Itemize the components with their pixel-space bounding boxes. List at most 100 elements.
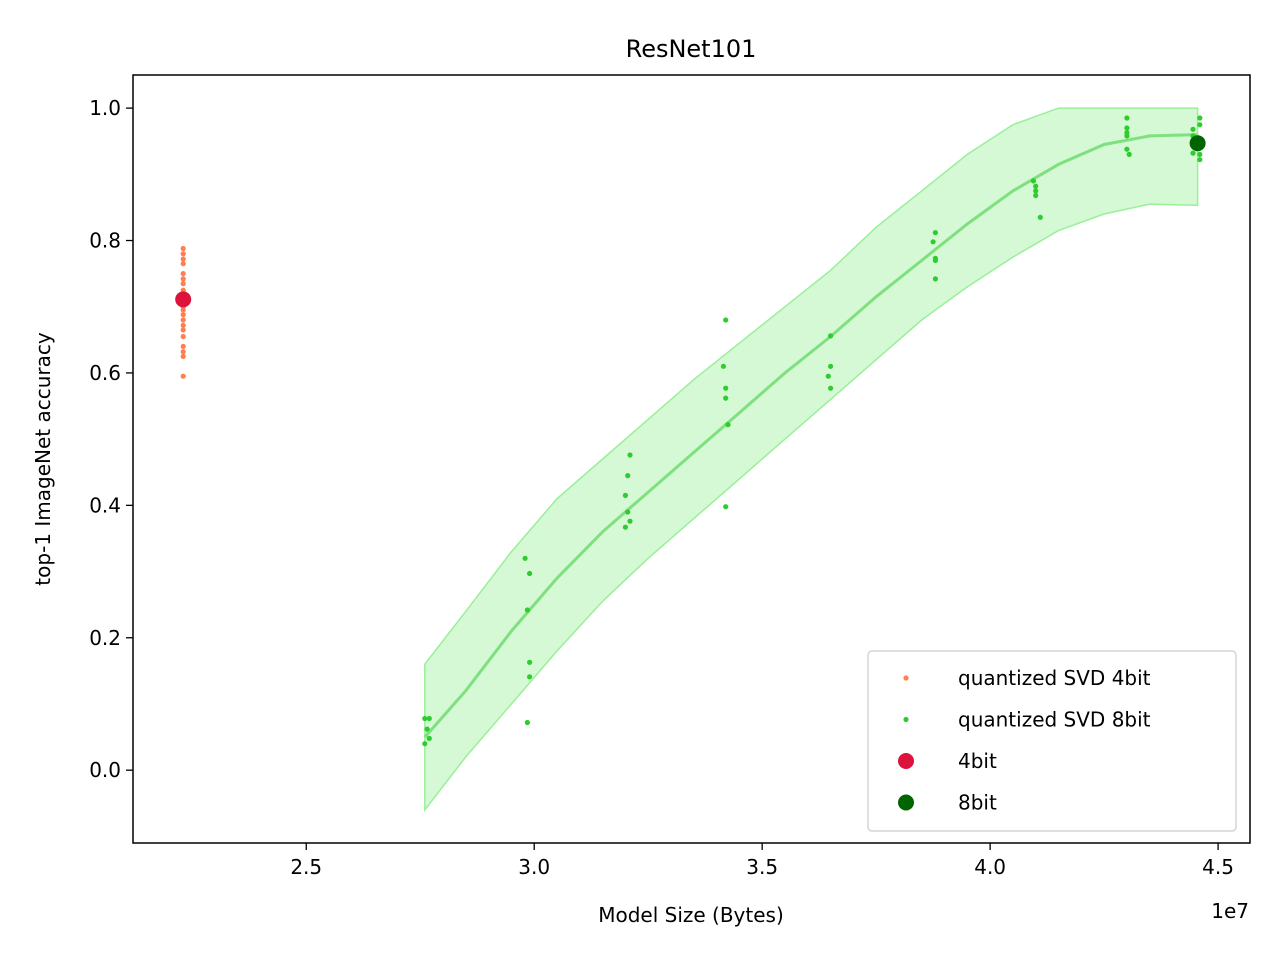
point-8bit-0	[1189, 135, 1206, 152]
legend: quantized SVD 4bit quantized SVD 8bit 4bit…	[867, 650, 1237, 832]
point-quantized-svd-8bit-42	[1126, 151, 1132, 157]
point-quantized-svd-8bit-22	[723, 504, 729, 510]
point-quantized-svd-8bit-24	[828, 363, 834, 369]
point-quantized-svd-8bit-9	[527, 674, 533, 680]
point-quantized-svd-8bit-26	[828, 385, 834, 391]
y-tick-label: 0.2	[89, 626, 121, 650]
x-axis-label: Model Size (Bytes)	[598, 903, 784, 927]
x-axis-ticks: 2.5 3.0 3.5 4.0 4.5	[290, 843, 1234, 879]
point-quantized-svd-8bit-13	[625, 509, 631, 515]
legend-marker-quantized-svd-8bit	[903, 716, 909, 723]
point-quantized-svd-4bit-19	[180, 251, 186, 257]
x-tick-label: 4.5	[1202, 855, 1234, 879]
point-quantized-svd-8bit-16	[627, 452, 633, 458]
point-quantized-svd-4bit-0	[180, 373, 186, 379]
legend-label-4bit: 4bit	[958, 749, 997, 773]
point-quantized-svd-4bit-15	[180, 276, 186, 282]
point-quantized-svd-8bit-18	[720, 363, 727, 369]
point-quantized-svd-8bit-17	[723, 317, 729, 323]
point-quantized-svd-8bit-25	[825, 373, 831, 379]
point-quantized-svd-8bit-30	[932, 257, 939, 263]
legend-label-quantized-svd-4bit: quantized SVD 4bit	[958, 666, 1151, 690]
point-quantized-svd-8bit-20	[723, 395, 729, 401]
x-tick-label: 4.0	[974, 855, 1006, 879]
point-quantized-svd-8bit-41	[1124, 146, 1130, 152]
point-quantized-svd-8bit-27	[932, 230, 939, 236]
point-quantized-svd-4bit-16	[180, 271, 186, 277]
x-tick-label: 2.5	[290, 855, 322, 879]
point-4bit-0	[175, 291, 192, 308]
legend-marker-quantized-svd-4bit	[903, 675, 909, 681]
point-quantized-svd-4bit-1	[180, 353, 186, 359]
point-quantized-svd-4bit-20	[180, 245, 186, 252]
legend-label-quantized-svd-8bit: quantized SVD 8bit	[958, 708, 1151, 732]
point-quantized-svd-8bit-37	[1124, 115, 1130, 121]
y-tick-label: 0.6	[89, 361, 121, 385]
point-quantized-svd-4bit-13	[180, 287, 186, 293]
point-quantized-svd-8bit-1	[424, 726, 430, 732]
confidence-band-layer	[424, 107, 1199, 813]
point-quantized-svd-8bit-2	[426, 735, 432, 742]
point-quantized-svd-4bit-7	[180, 317, 186, 323]
point-quantized-svd-8bit-47	[1197, 122, 1203, 128]
legend-label-8bit: 8bit	[958, 791, 997, 815]
point-quantized-svd-8bit-11	[622, 524, 629, 530]
point-quantized-svd-8bit-38	[1124, 125, 1130, 131]
point-quantized-svd-4bit-6	[180, 322, 186, 328]
point-quantized-svd-8bit-43	[1190, 126, 1196, 132]
x-tick-label: 3.0	[518, 855, 550, 879]
point-quantized-svd-8bit-40	[1124, 133, 1130, 139]
point-quantized-svd-8bit-23	[828, 333, 834, 339]
point-quantized-svd-8bit-12	[627, 518, 633, 524]
confidence-band	[424, 107, 1199, 813]
y-axis-ticks: 0.0 0.2 0.4 0.6 0.8 1.0	[89, 96, 133, 782]
point-quantized-svd-8bit-31	[932, 276, 939, 282]
legend-box	[867, 650, 1237, 832]
data-points-layer	[175, 115, 1206, 747]
point-quantized-svd-8bit-10	[524, 719, 531, 726]
point-quantized-svd-8bit-32	[1030, 178, 1036, 184]
point-quantized-svd-4bit-5	[180, 327, 186, 333]
point-quantized-svd-8bit-4	[426, 715, 432, 722]
x-axis-offset-label: 1e7	[1211, 899, 1249, 923]
point-quantized-svd-8bit-49	[1197, 157, 1203, 163]
legend-marker-8bit	[898, 794, 914, 811]
point-quantized-svd-4bit-4	[180, 333, 186, 340]
y-tick-label: 0.0	[89, 758, 121, 782]
point-quantized-svd-4bit-17	[180, 261, 186, 267]
point-quantized-svd-8bit-45	[1190, 150, 1196, 156]
point-quantized-svd-8bit-21	[725, 422, 731, 428]
point-quantized-svd-4bit-14	[180, 281, 186, 287]
point-quantized-svd-8bit-34	[1033, 188, 1039, 194]
point-quantized-svd-8bit-14	[622, 492, 629, 498]
point-quantized-svd-8bit-15	[625, 473, 631, 479]
x-tick-label: 3.5	[746, 855, 778, 879]
point-quantized-svd-8bit-36	[1037, 214, 1043, 220]
point-quantized-svd-8bit-28	[930, 239, 936, 245]
y-tick-label: 0.8	[89, 229, 121, 253]
point-quantized-svd-4bit-18	[180, 256, 186, 262]
point-quantized-svd-8bit-48	[1197, 151, 1203, 157]
plot-frame	[132, 74, 1251, 844]
point-quantized-svd-4bit-3	[180, 343, 186, 349]
point-quantized-svd-8bit-5	[522, 555, 528, 561]
point-quantized-svd-8bit-35	[1033, 192, 1039, 199]
point-quantized-svd-4bit-8	[180, 312, 186, 318]
point-quantized-svd-8bit-6	[527, 570, 533, 577]
point-quantized-svd-8bit-7	[524, 607, 531, 613]
point-quantized-svd-8bit-0	[422, 741, 428, 747]
y-axis-label: top-1 ImageNet accuracy	[31, 332, 55, 586]
point-quantized-svd-8bit-46	[1197, 115, 1203, 121]
fit-curve	[423, 133, 1198, 739]
point-quantized-svd-8bit-19	[723, 385, 729, 391]
chart-title: ResNet101	[626, 35, 757, 63]
y-tick-label: 0.4	[89, 493, 121, 517]
legend-marker-4bit	[898, 753, 914, 769]
point-quantized-svd-4bit-2	[180, 349, 186, 355]
point-quantized-svd-8bit-3	[422, 715, 428, 722]
y-tick-label: 1.0	[89, 96, 121, 120]
point-quantized-svd-8bit-33	[1033, 183, 1039, 189]
fit-curve-layer	[423, 133, 1198, 739]
point-quantized-svd-8bit-8	[527, 659, 533, 665]
